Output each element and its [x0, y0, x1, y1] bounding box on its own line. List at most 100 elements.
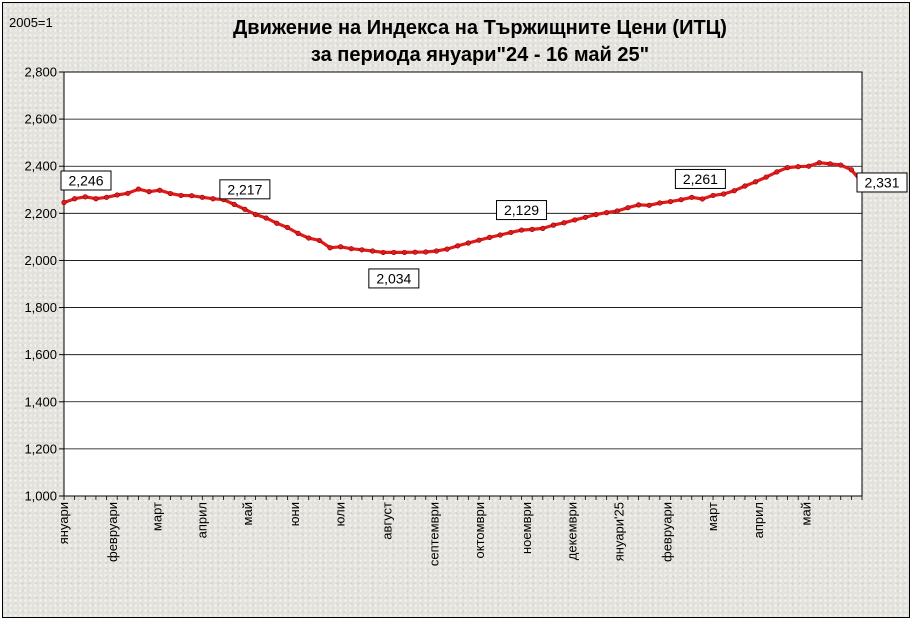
data-point	[348, 246, 354, 252]
data-point	[614, 208, 620, 214]
data-point	[540, 225, 546, 232]
data-point	[274, 220, 280, 226]
data-point	[135, 186, 142, 192]
data-point	[423, 249, 429, 255]
data-point	[465, 240, 471, 246]
x-month-label: април	[194, 502, 209, 538]
data-point	[61, 199, 67, 206]
data-label: 2,034	[376, 270, 411, 286]
data-point	[380, 249, 386, 256]
data-point	[561, 220, 567, 226]
data-point	[263, 215, 269, 221]
data-point	[710, 192, 716, 199]
data-point	[391, 249, 397, 256]
data-point	[646, 202, 652, 208]
x-month-label: ноември	[519, 502, 534, 554]
x-month-label: май	[240, 502, 255, 525]
data-point	[103, 194, 110, 200]
data-point	[721, 191, 727, 197]
data-point	[295, 230, 301, 236]
data-label-box	[674, 168, 726, 189]
data-point	[784, 165, 791, 171]
data-label: 2,129	[504, 202, 539, 218]
data-point	[444, 246, 450, 252]
y-tick-label: 1,800	[24, 300, 57, 315]
x-month-label: март	[150, 502, 165, 531]
data-point	[146, 189, 152, 195]
chart-title: Движение на Индекса на Тържищните Цени (…	[233, 17, 727, 39]
data-point	[848, 167, 854, 173]
data-label: 2,246	[68, 172, 103, 188]
data-point	[167, 190, 173, 197]
data-point	[316, 237, 322, 244]
data-point	[625, 205, 631, 211]
data-point	[231, 201, 237, 207]
data-point	[242, 206, 248, 212]
x-month-label: януари'25	[611, 502, 626, 561]
data-point	[774, 169, 780, 175]
x-month-label: март	[705, 502, 720, 531]
data-point	[125, 190, 131, 196]
data-point	[359, 247, 365, 253]
x-month-label: февруари	[105, 502, 120, 562]
x-month-label: февруари	[659, 502, 674, 562]
data-point	[604, 210, 610, 216]
data-point	[699, 196, 706, 202]
data-point	[433, 248, 440, 254]
unit-label: 2005=1	[9, 15, 53, 30]
x-month-label: април	[751, 502, 766, 538]
chart-subtitle: за периода януари"24 - 16 май 25"	[310, 44, 650, 66]
data-label-box	[219, 179, 271, 200]
data-point	[582, 214, 588, 220]
data-point	[178, 192, 184, 199]
x-month-label: декември	[565, 502, 580, 560]
y-tick-label: 1,400	[24, 394, 57, 409]
data-label-box	[856, 172, 908, 193]
data-point	[157, 187, 163, 193]
data-point	[838, 162, 844, 168]
data-label: 2,217	[227, 181, 262, 197]
y-tick-label: 2,600	[24, 112, 57, 127]
data-point	[816, 160, 823, 166]
y-tick-label: 2,000	[24, 253, 57, 268]
data-point	[189, 193, 195, 199]
data-point	[508, 229, 514, 236]
data-label-box	[368, 268, 420, 289]
data-point	[476, 237, 482, 243]
y-tick-label: 1,600	[24, 347, 57, 362]
y-tick-label: 2,200	[24, 206, 57, 221]
data-point	[827, 161, 833, 167]
data-point	[731, 188, 737, 194]
x-month-label: август	[379, 502, 394, 540]
data-point	[763, 174, 769, 180]
x-month-label: януари	[56, 502, 71, 544]
data-point	[93, 196, 99, 202]
x-month-label: октомври	[472, 502, 487, 558]
plot-area	[63, 71, 863, 497]
data-point	[667, 198, 674, 205]
data-point	[401, 249, 408, 256]
data-point	[806, 163, 812, 169]
data-point	[72, 196, 78, 202]
data-point	[529, 226, 535, 232]
data-point	[306, 235, 312, 241]
data-point	[252, 211, 259, 218]
data-point	[327, 245, 333, 251]
data-point	[593, 211, 599, 218]
data-point	[82, 194, 88, 200]
data-point	[550, 222, 557, 228]
data-point	[487, 234, 493, 240]
y-tick-label: 1,000	[24, 489, 57, 504]
data-label-box	[60, 170, 112, 191]
data-point	[497, 232, 503, 238]
x-month-label: юни	[287, 502, 302, 526]
data-point	[572, 217, 578, 223]
data-point	[752, 179, 759, 185]
series-line	[63, 161, 864, 254]
data-label-box	[496, 200, 548, 221]
y-tick-label: 1,200	[24, 441, 57, 456]
y-tick-label: 2,400	[24, 159, 57, 174]
data-point	[678, 197, 684, 203]
data-point	[369, 248, 376, 254]
